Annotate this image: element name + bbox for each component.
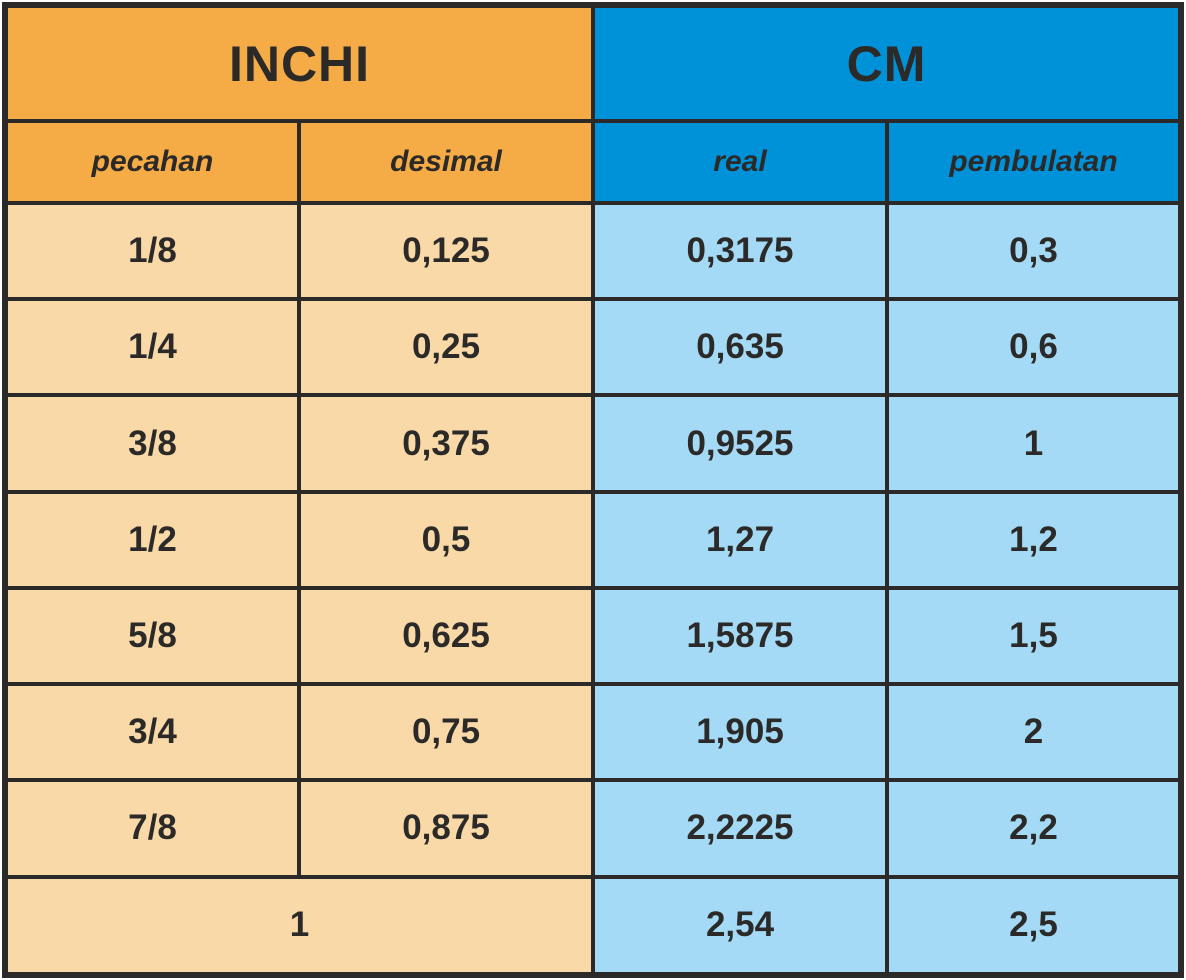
table-cell: 0,125 [297, 200, 595, 302]
table-row-last: 1 2,54 2,5 [3, 874, 1183, 978]
table-cell: 0,6 [885, 297, 1183, 398]
table-cell: 0,635 [591, 297, 889, 398]
table-cell: 1/4 [3, 297, 301, 398]
table-cell: 3/8 [3, 393, 301, 494]
table-cell-merged-inch-one: 1 [3, 874, 595, 978]
table-cell: 0,875 [297, 778, 595, 879]
table-cell: 2,2225 [591, 778, 889, 879]
subheader-pembulatan: pembulatan [885, 119, 1183, 205]
table-row: 3/4 0,75 1,905 2 [3, 682, 1183, 783]
table-row: 7/8 0,875 2,2225 2,2 [3, 778, 1183, 879]
table-row: 1/4 0,25 0,635 0,6 [3, 297, 1183, 398]
subheader-real: real [591, 119, 889, 205]
table-cell: 5/8 [3, 585, 301, 687]
table-cell: 0,25 [297, 297, 595, 398]
table-cell: 0,75 [297, 682, 595, 783]
table-row: 3/8 0,375 0,9525 1 [3, 393, 1183, 494]
table-cell: 0,3175 [591, 200, 889, 302]
subheader-pecahan: pecahan [3, 119, 301, 205]
table-cell: 2 [885, 682, 1183, 783]
table-cell: 3/4 [3, 682, 301, 783]
table-cell: 1,5875 [591, 585, 889, 687]
table-cell: 1,5 [885, 585, 1183, 687]
table-cell: 0,5 [297, 489, 595, 590]
table-row: 1/8 0,125 0,3175 0,3 [3, 200, 1183, 302]
table-cell: 0,625 [297, 585, 595, 687]
table-row: 5/8 0,625 1,5875 1,5 [3, 585, 1183, 687]
table-cell: 2,54 [591, 874, 889, 978]
table-cell: 0,9525 [591, 393, 889, 494]
table-cell: 2,2 [885, 778, 1183, 879]
group-header-inchi: INCHI [3, 3, 595, 123]
table-cell: 7/8 [3, 778, 301, 879]
table-cell: 1/8 [3, 200, 301, 302]
table-cell: 2,5 [885, 874, 1183, 978]
table-cell: 0,375 [297, 393, 595, 494]
group-header-row: INCHI CM [3, 3, 1183, 123]
table-cell: 1/2 [3, 489, 301, 590]
subheader-desimal: desimal [297, 119, 595, 205]
table-cell: 0,3 [885, 200, 1183, 302]
table-cell: 1,905 [591, 682, 889, 783]
table-cell: 1 [885, 393, 1183, 494]
table-cell: 1,2 [885, 489, 1183, 590]
group-header-cm: CM [591, 3, 1183, 123]
sub-header-row: pecahan desimal real pembulatan [3, 119, 1183, 205]
table-cell: 1,27 [591, 489, 889, 590]
table-row: 1/2 0,5 1,27 1,2 [3, 489, 1183, 590]
